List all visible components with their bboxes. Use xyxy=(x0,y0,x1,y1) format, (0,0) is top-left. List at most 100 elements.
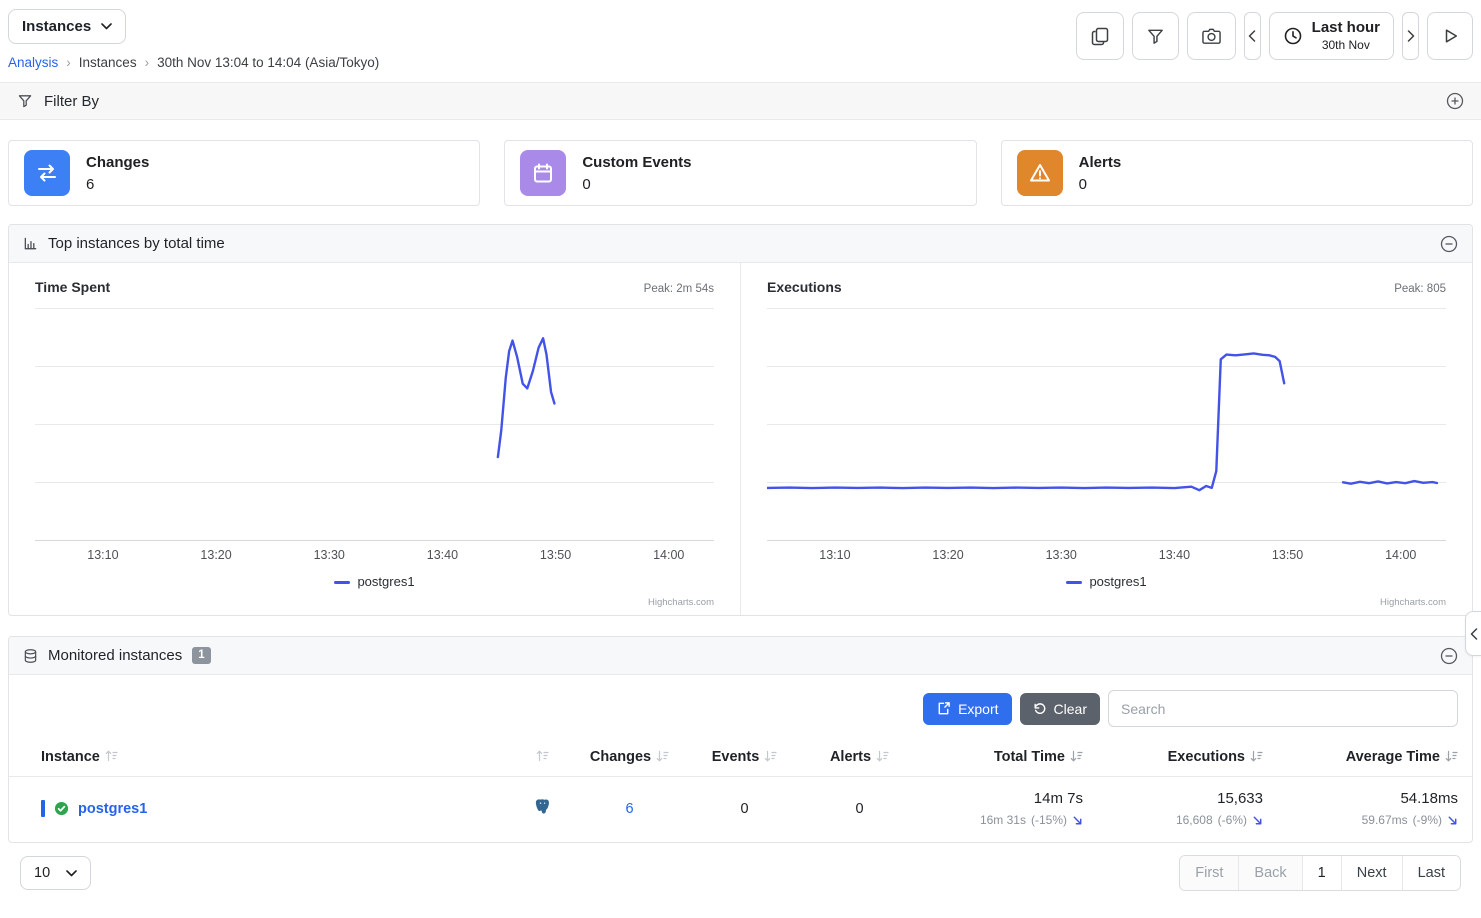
highcharts-credit-link[interactable]: Highcharts.com xyxy=(648,597,714,608)
row-alerts-value: 0 xyxy=(855,800,864,817)
col-header-system-type[interactable] xyxy=(512,740,572,777)
pager-page-1-button[interactable]: 1 xyxy=(1301,856,1341,890)
x-axis-tick-label: 13:40 xyxy=(426,548,459,562)
sort-icon[interactable] xyxy=(656,750,669,762)
col-header-total-time[interactable]: Total Time xyxy=(917,740,1097,777)
instances-dropdown[interactable]: Instances xyxy=(8,9,127,44)
x-axis-tick-label: 13:10 xyxy=(819,548,851,562)
monitored-instances-title: Monitored instances xyxy=(48,647,183,664)
chart-icon xyxy=(24,237,37,250)
pager-back-button[interactable]: Back xyxy=(1238,856,1302,890)
sort-icon[interactable] xyxy=(764,750,777,762)
x-axis-tick-label: 13:50 xyxy=(539,548,572,562)
screenshot-button[interactable] xyxy=(1186,12,1236,60)
x-axis-tick-label: 13:20 xyxy=(932,548,964,562)
col-header-average-time[interactable]: Average Time xyxy=(1277,740,1472,777)
export-icon xyxy=(938,702,950,715)
plus-circle-icon xyxy=(1446,92,1464,110)
ok-status-icon xyxy=(54,801,69,816)
chevron-right-icon xyxy=(1407,30,1414,42)
custom-events-card-text: Custom Events 0 xyxy=(582,154,691,193)
search-input[interactable] xyxy=(1108,690,1458,727)
chevron-left-icon xyxy=(1248,30,1256,42)
charts-row: Time Spent Peak: 2m 54s 13:10 13:20 13:30 1… xyxy=(9,263,1472,615)
row-events-value: 0 xyxy=(740,800,749,817)
top-instances-panel-header: Top instances by total time xyxy=(9,225,1472,263)
chart-legend-item[interactable]: postgres1 xyxy=(767,574,1446,589)
top-instances-title: Top instances by total time xyxy=(48,235,225,252)
table-header-row: Instance Changes Events Alerts xyxy=(9,740,1472,777)
collapse-top-instances-button[interactable] xyxy=(1440,235,1458,253)
sort-icon[interactable] xyxy=(105,750,118,762)
sort-icon[interactable] xyxy=(1070,750,1083,762)
sort-icon[interactable] xyxy=(1445,750,1458,762)
page-size-select[interactable]: 10 xyxy=(20,856,92,890)
alerts-card-value: 0 xyxy=(1078,175,1087,193)
collapse-side-panel-handle[interactable] xyxy=(1465,611,1481,656)
instance-link[interactable]: postgres1 xyxy=(78,800,148,817)
alerts-card[interactable]: Alerts 0 xyxy=(1000,140,1473,206)
time-range-next-button[interactable] xyxy=(1402,12,1419,60)
play-icon xyxy=(1445,29,1458,43)
legend-line-marker xyxy=(334,581,351,585)
instance-color-bar xyxy=(41,800,45,817)
filter-by-label: Filter By xyxy=(44,92,100,110)
col-header-alerts[interactable]: Alerts xyxy=(802,740,917,777)
filter-button[interactable] xyxy=(1131,12,1179,60)
time-range-prev-button[interactable] xyxy=(1243,12,1261,60)
legend-line-marker xyxy=(1066,581,1083,585)
chevron-left-icon xyxy=(1470,627,1477,640)
col-header-events[interactable]: Events xyxy=(687,740,802,777)
pager-last-button[interactable]: Last xyxy=(1401,856,1460,890)
page-size-value: 10 xyxy=(34,865,51,881)
col-header-changes[interactable]: Changes xyxy=(572,740,687,777)
highcharts-credit-link[interactable]: Highcharts.com xyxy=(1380,597,1446,608)
row-changes-link[interactable]: 6 xyxy=(625,800,634,817)
collapse-monitored-instances-button[interactable] xyxy=(1440,647,1458,665)
funnel-icon xyxy=(1147,29,1163,44)
custom-events-card-label: Custom Events xyxy=(582,153,692,171)
add-filter-button[interactable] xyxy=(1446,92,1464,110)
export-button[interactable]: Export xyxy=(923,692,1012,725)
copy-link-button[interactable] xyxy=(1075,12,1124,60)
pager-first-button[interactable]: First xyxy=(1180,856,1239,890)
time-range-label: Last hour xyxy=(1311,19,1380,37)
x-axis-tick-label: 14:00 xyxy=(653,548,685,562)
breadcrumb: Analysis › Instances › 30th Nov 13:04 to… xyxy=(8,55,1473,70)
x-axis-tick-label: 13:10 xyxy=(87,548,119,562)
legend-series-label: postgres1 xyxy=(1089,574,1147,589)
filter-bar[interactable]: Filter By xyxy=(0,82,1481,120)
breadcrumb-instances[interactable]: Instances xyxy=(78,55,137,70)
calendar-icon xyxy=(520,150,567,196)
database-icon xyxy=(24,648,37,663)
pager-next-button[interactable]: Next xyxy=(1340,856,1402,890)
col-header-executions[interactable]: Executions xyxy=(1097,740,1277,777)
changes-card[interactable]: Changes 6 xyxy=(8,140,481,206)
time-range-text: Last hour 30th Nov xyxy=(1312,18,1380,53)
app-root: Instances Analysis › Instances › 30th No… xyxy=(0,9,1481,891)
changes-arrows-icon xyxy=(24,150,70,196)
alerts-card-text: Alerts 0 xyxy=(1079,154,1122,193)
chart-plot-area xyxy=(767,308,1446,541)
col-header-instance[interactable]: Instance xyxy=(9,740,512,777)
trend-down-icon xyxy=(1253,816,1262,824)
chart-peak-label: Peak: 2m 54s xyxy=(643,283,714,295)
sort-icon[interactable] xyxy=(1250,750,1263,762)
row-total-time-previous: 16m 31s (-15%) xyxy=(931,813,1083,827)
sort-icon[interactable] xyxy=(876,750,889,762)
custom-events-card[interactable]: Custom Events 0 xyxy=(504,140,977,206)
time-spent-chart: Time Spent Peak: 2m 54s 13:10 13:20 13:30 1… xyxy=(9,263,740,615)
monitored-instances-panel-header: Monitored instances 1 xyxy=(9,637,1472,675)
play-button[interactable] xyxy=(1427,12,1473,60)
clear-button[interactable]: Clear xyxy=(1019,692,1100,725)
chart-plot-area xyxy=(35,308,714,541)
chart-legend-item[interactable]: postgres1 xyxy=(35,574,714,589)
clock-icon xyxy=(1284,27,1301,45)
time-range-button[interactable]: Last hour 30th Nov xyxy=(1268,12,1394,60)
alerts-card-label: Alerts xyxy=(1078,153,1122,171)
breadcrumb-analysis[interactable]: Analysis xyxy=(8,55,59,70)
chart-title: Time Spent xyxy=(35,279,111,295)
trend-down-icon xyxy=(1073,816,1082,824)
sort-icon[interactable] xyxy=(536,750,549,762)
table-toolbar: Export Clear xyxy=(9,675,1472,740)
